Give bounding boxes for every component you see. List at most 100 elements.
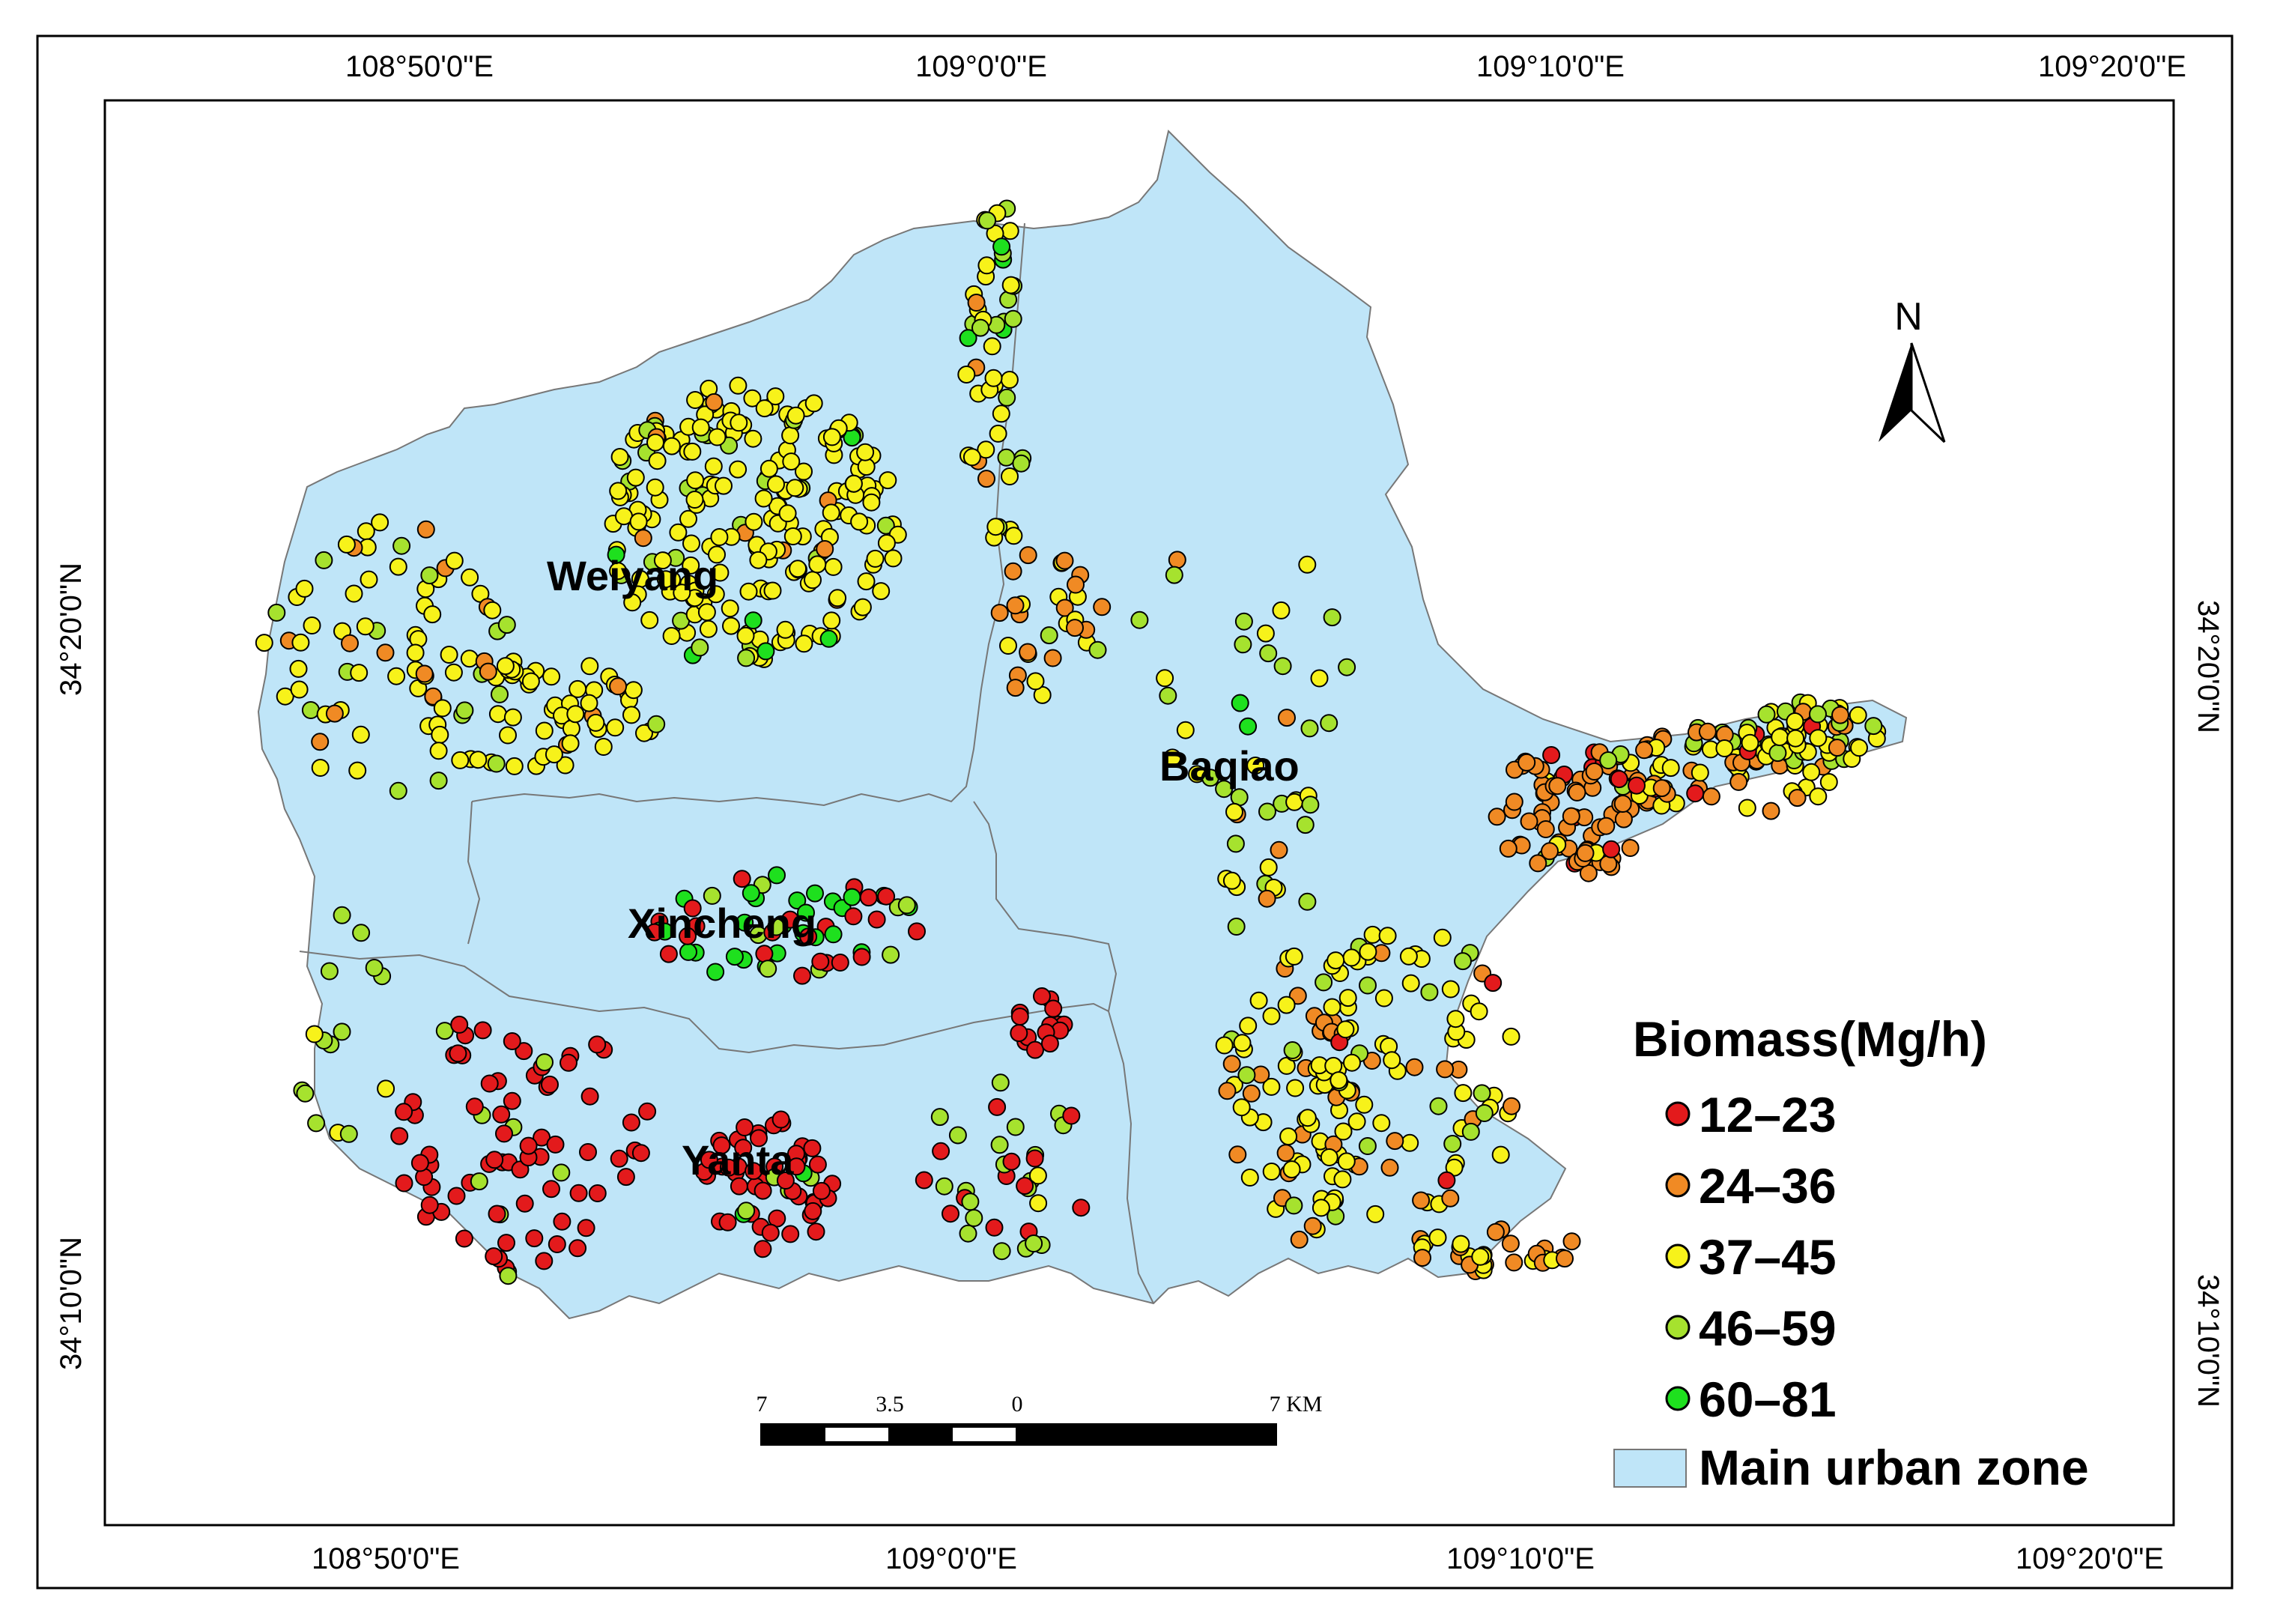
biomass-point <box>754 1181 772 1200</box>
biomass-point <box>754 489 773 508</box>
biomass-point <box>1088 640 1107 659</box>
biomass-point <box>999 637 1017 655</box>
biomass-point <box>1062 1106 1081 1125</box>
biomass-point <box>1433 928 1452 947</box>
biomass-point <box>959 329 977 348</box>
biomass-point <box>971 318 989 337</box>
biomass-point <box>616 1168 635 1187</box>
biomass-point <box>1441 980 1460 999</box>
outer-frame <box>36 34 2234 1590</box>
biomass-point <box>1715 739 1734 757</box>
biomass-point <box>766 387 785 406</box>
biomass-point <box>1233 1034 1252 1052</box>
biomass-point <box>542 1180 560 1199</box>
legend-marker-46-59 <box>1665 1315 1691 1340</box>
biomass-point <box>1323 998 1341 1016</box>
biomass-point <box>876 516 895 535</box>
biomass-point <box>1502 1027 1520 1046</box>
biomass-point <box>711 563 730 582</box>
biomass-point <box>1488 808 1506 826</box>
biomass-point <box>635 724 653 742</box>
biomass-point <box>1016 1177 1034 1196</box>
biomass-point <box>808 555 827 574</box>
biomass-point <box>536 1053 554 1072</box>
biomass-point <box>729 460 748 479</box>
biomass-point <box>1436 1060 1455 1079</box>
biomass-point <box>1473 1084 1491 1103</box>
biomass-point <box>884 549 903 568</box>
biomass-point <box>1130 610 1149 629</box>
biomass-point <box>771 1110 790 1129</box>
biomass-point <box>1004 562 1022 581</box>
biomass-point <box>992 237 1011 256</box>
biomass-point <box>1602 840 1621 858</box>
biomass-point <box>811 952 830 971</box>
biomass-point <box>990 1136 1009 1154</box>
biomass-point <box>1831 706 1849 724</box>
biomass-point <box>444 663 463 682</box>
biomass-point <box>1443 1135 1462 1153</box>
biomass-point <box>1343 1053 1361 1072</box>
biomass-point <box>607 545 625 564</box>
biomass-point <box>545 745 563 764</box>
biomass-point <box>1771 728 1789 747</box>
biomass-point <box>1028 1166 1047 1185</box>
biomass-point <box>1033 987 1051 1005</box>
biomass-point <box>991 1073 1010 1092</box>
biomass-point <box>1768 744 1787 763</box>
biomass-point <box>1635 741 1654 760</box>
biomass-point <box>1613 795 1632 813</box>
biomass-point <box>499 1267 518 1285</box>
biomass-point <box>1491 1145 1510 1164</box>
biomass-point <box>1383 1051 1401 1070</box>
biomass-point <box>930 1108 949 1127</box>
biomass-point <box>429 772 448 790</box>
biomass-point <box>957 366 976 384</box>
legend-marker-60-81 <box>1665 1386 1691 1411</box>
biomass-point <box>1006 679 1025 697</box>
biomass-point <box>786 406 805 425</box>
biomass-point <box>1405 1058 1424 1076</box>
biomass-point <box>1072 1199 1091 1217</box>
biomass-point <box>345 584 363 603</box>
biomass-point <box>1809 787 1828 806</box>
biomass-point <box>461 568 479 587</box>
biomass-point <box>1000 371 1019 389</box>
biomass-point <box>822 428 841 446</box>
legend-label: 12–23 <box>1699 1087 1837 1142</box>
biomass-point <box>483 601 502 619</box>
biomass-point <box>691 418 710 437</box>
biomass-point <box>959 1224 977 1243</box>
district-label-yanta: Yanta <box>682 1136 794 1184</box>
biomass-point <box>568 679 587 698</box>
biomass-point <box>395 1174 413 1193</box>
biomass-point <box>828 589 847 608</box>
biomass-point <box>967 294 986 312</box>
biomass-point <box>440 646 458 664</box>
biomass-point <box>783 527 802 545</box>
biomass-point <box>1285 947 1303 966</box>
biomass-point <box>699 619 718 638</box>
biomass-point <box>561 734 580 753</box>
biomass-point <box>1338 658 1356 676</box>
biomass-point <box>1788 789 1807 808</box>
biomass-point <box>985 1218 1004 1237</box>
biomass-point <box>1156 669 1174 688</box>
biomass-point <box>491 685 509 703</box>
biomass-point <box>433 699 452 718</box>
biomass-point <box>638 1102 657 1121</box>
biomass-point <box>682 534 700 553</box>
top-tick-label: 109°20'0"E <box>2038 50 2186 83</box>
biomass-point <box>1310 669 1329 688</box>
biomass-point <box>1218 1082 1237 1100</box>
biomass-point <box>1300 719 1319 738</box>
biomass-point <box>311 733 330 751</box>
biomass-point <box>824 557 843 576</box>
left-tick-label: 34°20'0"N <box>55 563 88 696</box>
biomass-point <box>337 535 356 554</box>
biomass-point <box>420 1196 439 1214</box>
biomass-point <box>1661 759 1680 778</box>
biomass-point <box>822 503 840 522</box>
biomass-point <box>965 1209 983 1227</box>
biomass-point <box>786 479 804 497</box>
